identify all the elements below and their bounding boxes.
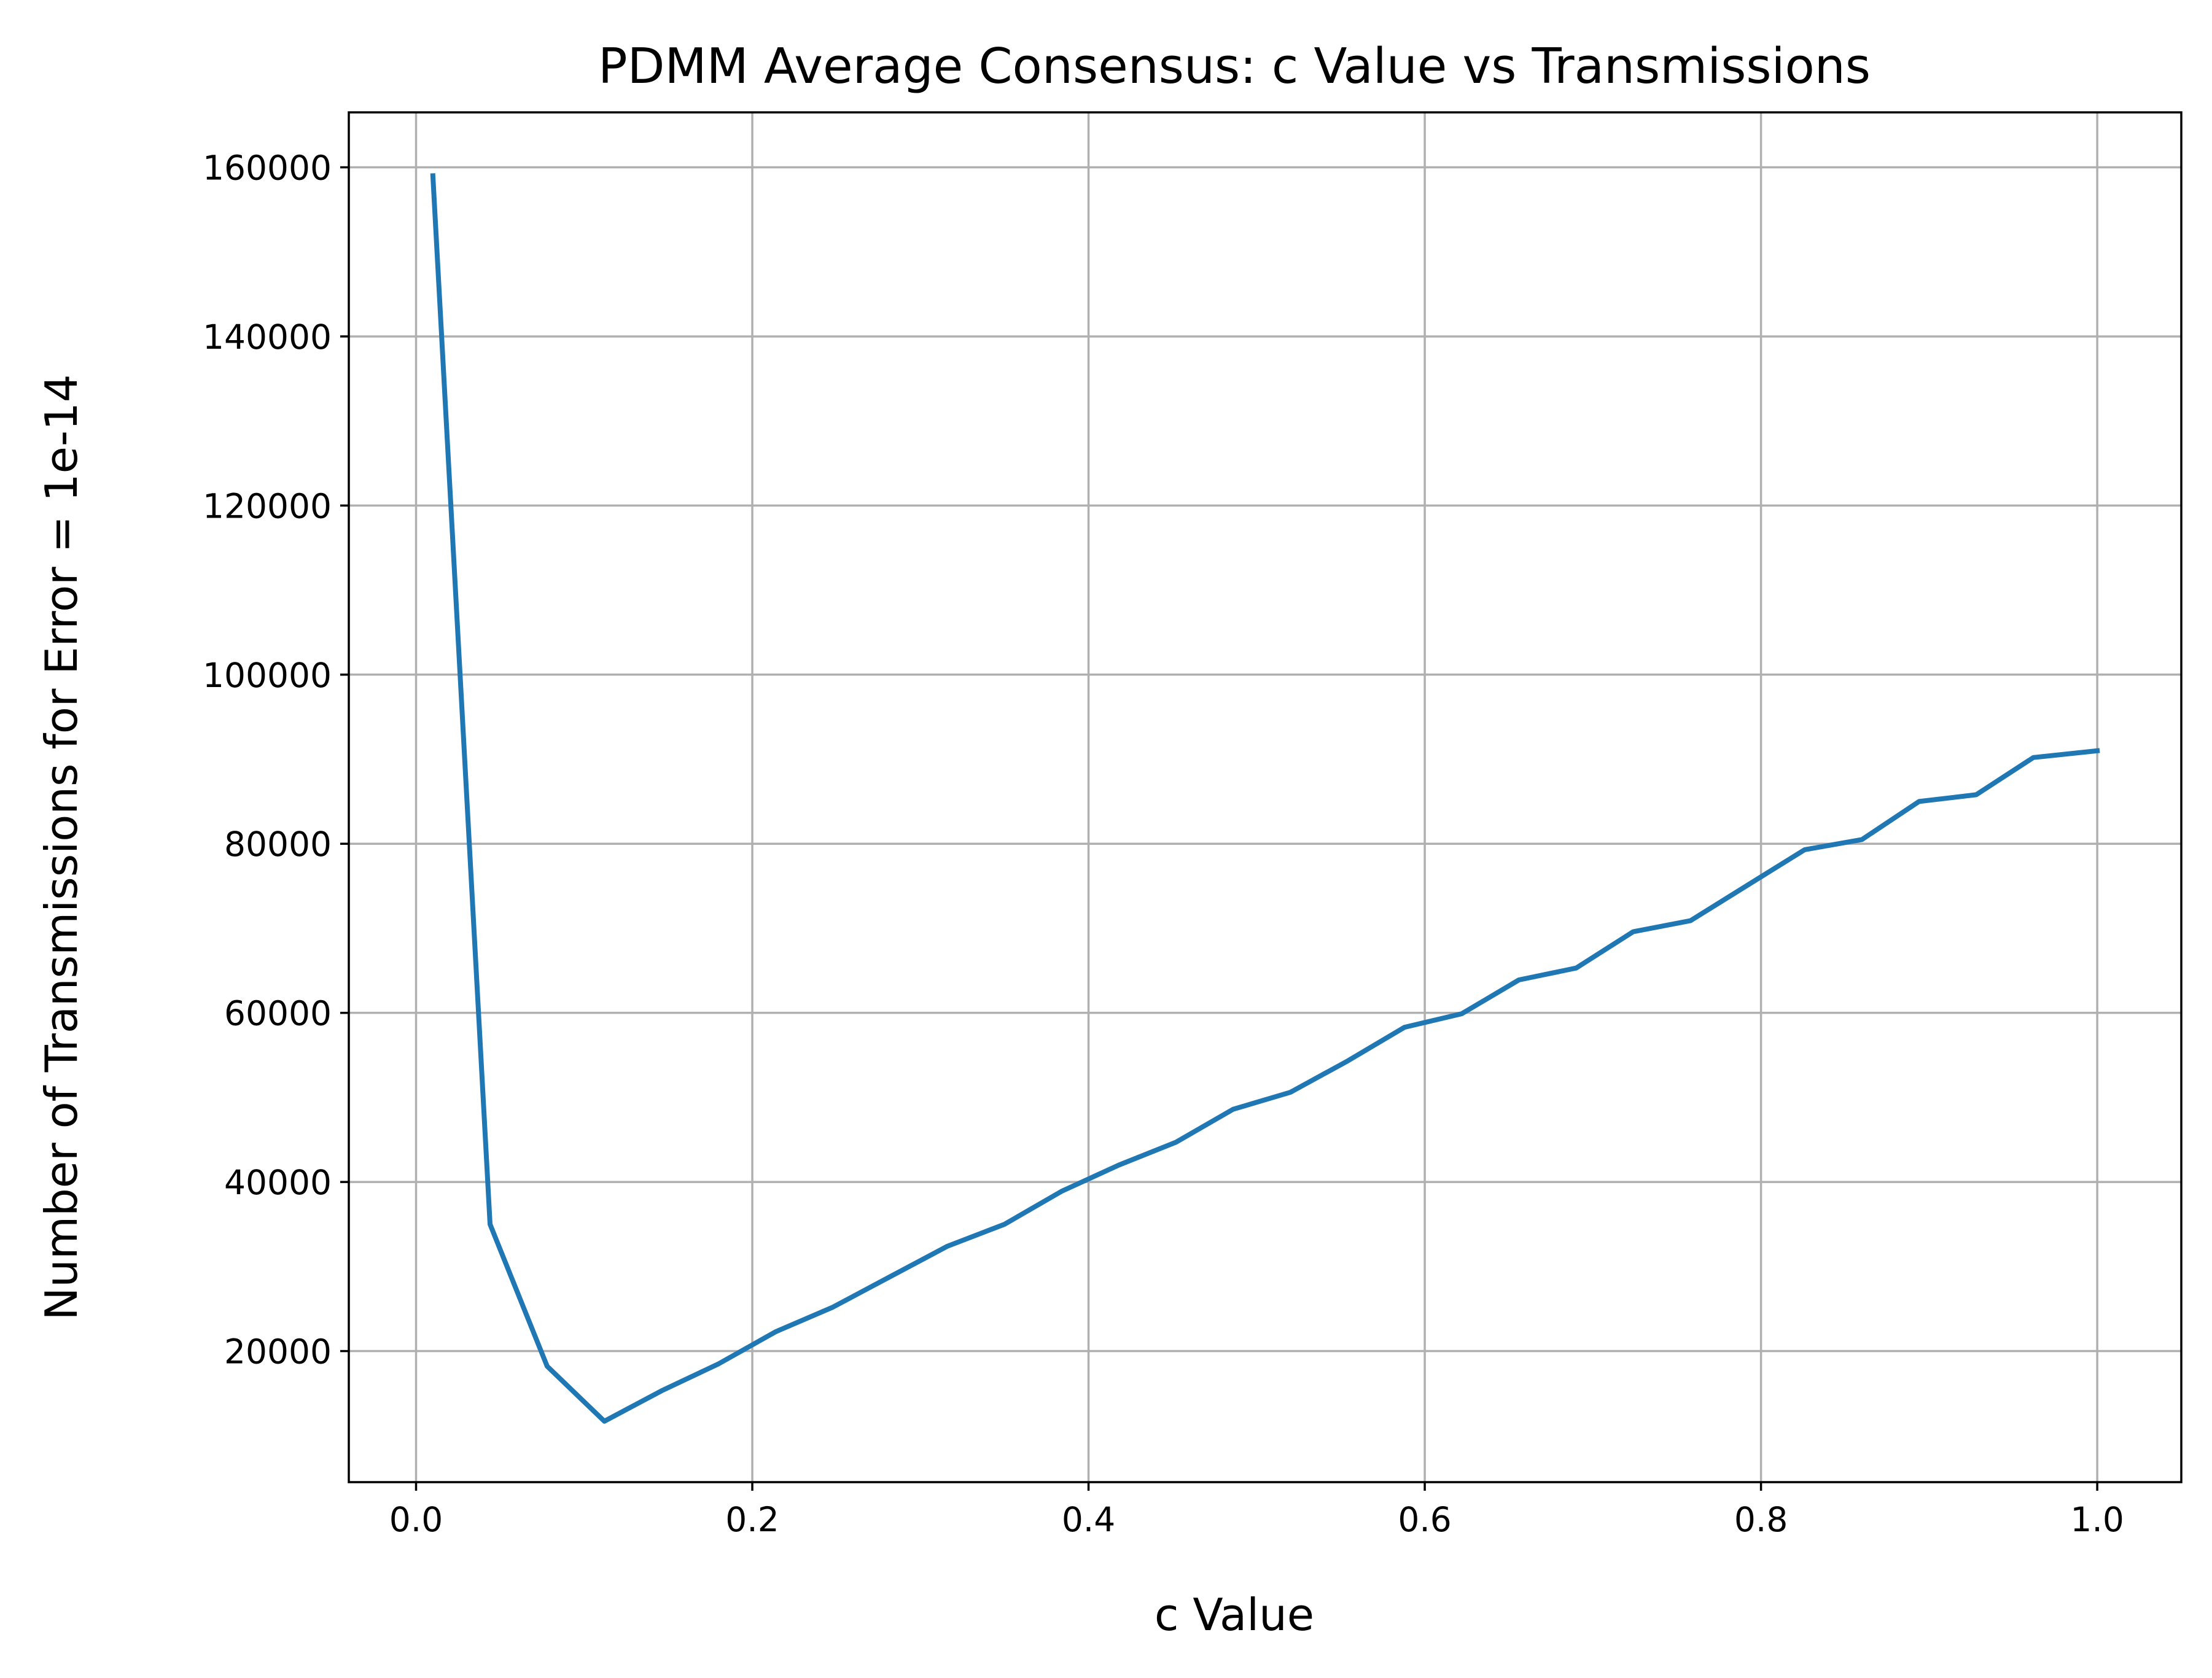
x-tick-label: 1.0: [2070, 1500, 2124, 1539]
y-tick-label: 20000: [224, 1332, 332, 1372]
x-tick-label: 0.8: [1734, 1500, 1788, 1539]
x-tick-label: 0.6: [1398, 1500, 1451, 1539]
x-tick-label: 0.4: [1062, 1500, 1115, 1539]
grid-lines: [349, 112, 2181, 1482]
y-tick-label: 40000: [224, 1163, 332, 1202]
y-tick-label: 100000: [203, 656, 332, 695]
x-tick-label: 0.2: [725, 1500, 779, 1539]
y-axis-label: Number of Transmissions for Error = 1e-1…: [36, 374, 87, 1320]
x-tick-label: 0.0: [389, 1500, 443, 1539]
plot-frame: [348, 111, 2183, 1483]
y-tick-label: 60000: [224, 994, 332, 1033]
chart-title: PDMM Average Consensus: c Value vs Trans…: [598, 38, 1871, 95]
x-axis-label: c Value: [1155, 1589, 1314, 1641]
x-axis-ticks: 0.0 0.2 0.4 0.6 0.8 1.0: [389, 1482, 2124, 1539]
y-tick-label: 120000: [203, 486, 332, 526]
y-tick-label: 160000: [203, 149, 332, 188]
y-tick-label: 80000: [224, 825, 332, 864]
y-tick-label: 140000: [203, 317, 332, 357]
series-line: [430, 173, 2100, 1424]
y-axis-ticks: 20000 40000 60000 80000 100000 120000 140000 16…: [203, 149, 349, 1372]
